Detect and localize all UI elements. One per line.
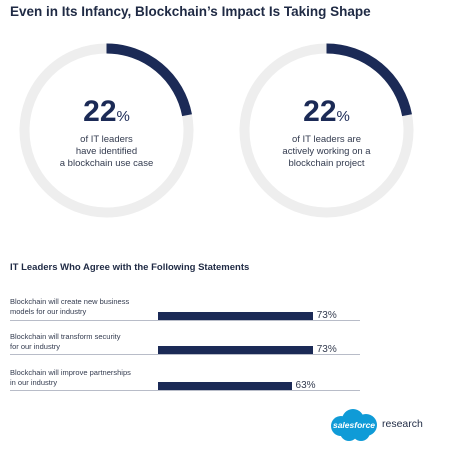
bar-chart-title: IT Leaders Who Agree with the Following …	[10, 262, 250, 273]
salesforce-logo-text: salesforce	[332, 420, 376, 430]
bar	[158, 382, 292, 390]
logo-research-text: research	[382, 418, 423, 430]
bar	[158, 312, 313, 320]
bar-category-label: Blockchain will transform security for o…	[10, 332, 121, 351]
bar-value-label: 63%	[295, 380, 316, 391]
bar-value-label: 73%	[316, 310, 337, 321]
donut-arc	[106, 43, 192, 117]
donut-svg	[19, 43, 194, 218]
bar-category-label: Blockchain will create new business mode…	[10, 297, 130, 316]
donut-chart-use-case: 22% of IT leaders have identified a bloc…	[14, 38, 199, 223]
bar-baseline	[10, 390, 360, 391]
bar-category-label: Blockchain will improve partnerships in …	[10, 368, 131, 387]
donut-svg	[239, 43, 414, 218]
bar	[158, 346, 313, 354]
bar-baseline	[10, 320, 360, 321]
donut-value: 22%	[83, 95, 130, 128]
bar-row: Blockchain will improve partnerships in …	[10, 368, 450, 391]
salesforce-cloud-logo-icon	[331, 409, 377, 441]
bar-baseline	[10, 354, 360, 355]
donut-caption: of IT leaders have identified a blockcha…	[59, 134, 154, 169]
donut-value: 22%	[303, 95, 350, 128]
bar-value-label: 73%	[316, 344, 337, 355]
page-title: Even in Its Infancy, Blockchain’s Impact…	[10, 4, 371, 19]
donut-arc	[326, 43, 412, 117]
bar-row: Blockchain will create new business mode…	[10, 297, 450, 321]
donut-caption: of IT leaders are actively working on a …	[282, 134, 371, 169]
donut-chart-active-project: 22% of IT leaders are actively working o…	[234, 38, 419, 223]
bar-row: Blockchain will transform security for o…	[10, 332, 450, 355]
